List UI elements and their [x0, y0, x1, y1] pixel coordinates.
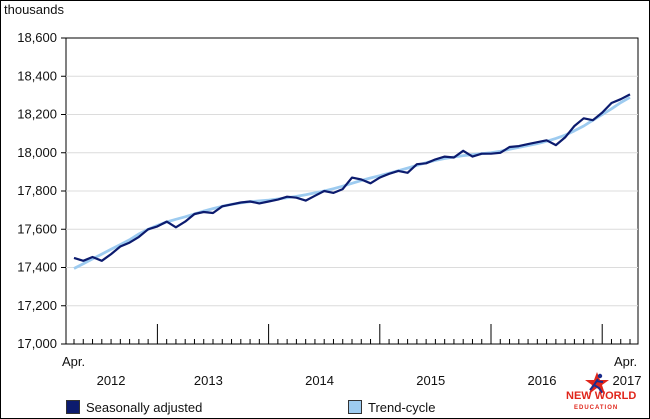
series-line-trend-cycle — [73, 96, 631, 270]
x-year-label: 2016 — [528, 373, 557, 388]
y-tick-label: 18,200 — [17, 107, 57, 122]
x-axis-ticks — [73, 324, 631, 344]
x-year-label: 2012 — [97, 373, 126, 388]
gridlines — [66, 75, 638, 307]
y-tick-label: 17,600 — [17, 221, 57, 236]
runner-icon — [585, 372, 609, 394]
logo-text-line2: EDUCATION — [574, 405, 619, 411]
series-line-seasonally-adjusted — [73, 93, 631, 262]
legend-label-trend-cycle: Trend-cycle — [368, 399, 436, 415]
new-world-education-logo: NEW WORLD EDUCATION — [566, 371, 636, 411]
legend-item-seasonally-adjusted: Seasonally adjusted — [66, 399, 202, 415]
y-tick-label: 17,800 — [17, 183, 57, 198]
x-axis-year-labels: 2012 2013 2014 2015 2016 2017 — [97, 373, 642, 388]
y-tick-label: 18,400 — [17, 68, 57, 83]
legend-swatch-trend-cycle — [348, 400, 362, 414]
x-year-label: 2015 — [416, 373, 445, 388]
x-year-label: 2014 — [305, 373, 334, 388]
legend-swatch-seasonally-adjusted — [66, 400, 80, 414]
x-year-label: 2017 — [613, 373, 642, 388]
y-axis-unit-label: thousands — [4, 2, 64, 17]
y-tick-label: 18,600 — [17, 30, 57, 45]
y-axis-ticks: 17,000 17,200 17,400 17,600 17,800 18,000 18,2… — [17, 30, 66, 351]
y-tick-label: 17,400 — [17, 260, 57, 275]
legend-label-seasonally-adjusted: Seasonally adjusted — [86, 399, 203, 415]
x-axis-start-label: Apr. — [62, 354, 85, 369]
x-year-label: 2013 — [194, 373, 223, 388]
logo-text-line1: NEW WORLD — [566, 390, 637, 402]
legend-item-trend-cycle: Trend-cycle — [348, 399, 435, 415]
y-tick-label: 18,000 — [17, 145, 57, 160]
y-tick-label: 17,200 — [17, 298, 57, 313]
x-axis-end-label: Apr. — [614, 354, 637, 369]
series-lines — [73, 93, 631, 270]
y-tick-label: 17,000 — [17, 336, 57, 351]
